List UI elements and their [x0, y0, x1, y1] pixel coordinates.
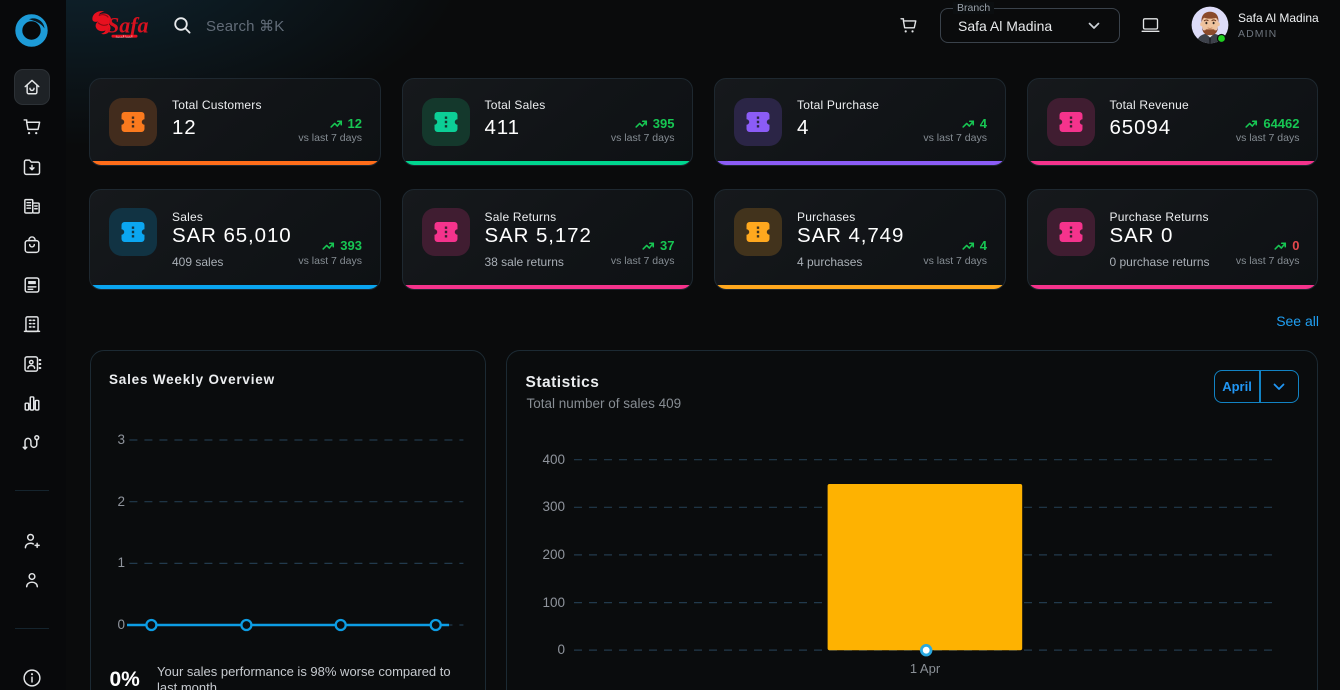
svg-text:الصفا المدينة: الصفا المدينة [116, 34, 133, 38]
svg-text:Safa: Safa [107, 13, 149, 38]
